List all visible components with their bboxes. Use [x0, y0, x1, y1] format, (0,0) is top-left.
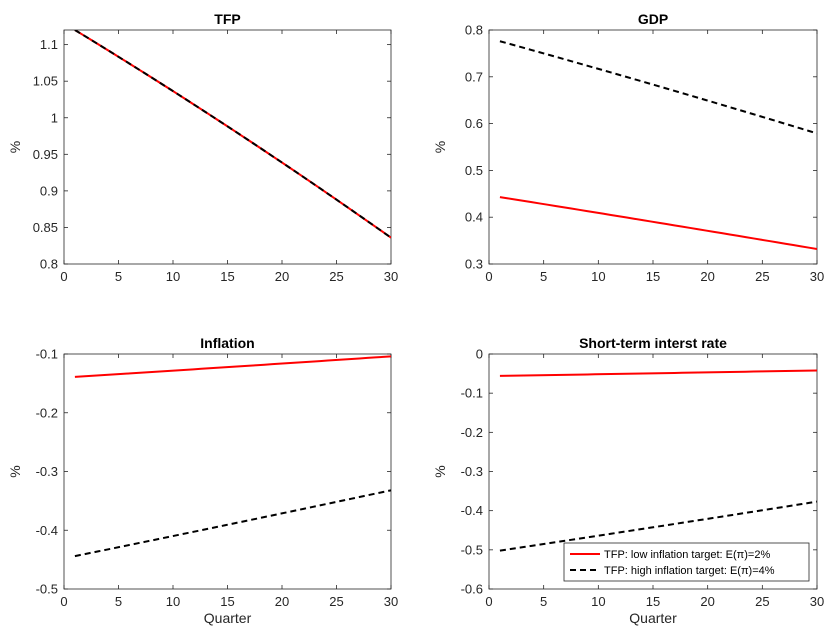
y-tick-label: 0.6: [465, 116, 483, 131]
axes-box: [488, 29, 818, 265]
x-tick-label: 5: [115, 594, 122, 609]
y-tick-label: 0.9: [40, 183, 58, 198]
series-line-2: [74, 30, 391, 239]
y-tick-label: -0.6: [461, 582, 483, 597]
x-tick-label: 30: [810, 269, 824, 284]
y-axis-label: %: [432, 465, 448, 477]
y-tick-label: 1.1: [40, 37, 58, 52]
axes-box: [63, 353, 392, 590]
y-axis-label: %: [7, 465, 23, 477]
y-tick-label: -0.5: [36, 582, 58, 597]
chart-title: TFP: [214, 11, 240, 27]
x-tick-label: 20: [275, 594, 289, 609]
x-tick-label: 15: [220, 594, 234, 609]
x-tick-label: 30: [384, 594, 398, 609]
x-tick-label: 10: [591, 269, 605, 284]
y-tick-label: -0.5: [461, 542, 483, 557]
y-tick-label: -0.3: [461, 464, 483, 479]
x-tick-label: 10: [166, 269, 180, 284]
x-tick-label: 25: [329, 269, 343, 284]
x-tick-label: 25: [329, 594, 343, 609]
y-tick-label: -0.1: [36, 347, 58, 362]
y-tick-label: -0.2: [461, 425, 483, 440]
x-tick-label: 5: [540, 269, 547, 284]
x-tick-label: 30: [810, 594, 824, 609]
subplot-4: 0 5 10 15 20 25 30 -0.6 -0.5 -0.4 -0.3 -0.2 -0.1 0 Sho…: [432, 335, 824, 626]
y-tick-label: -0.1: [461, 386, 483, 401]
y-tick-label: -0.2: [36, 405, 58, 420]
x-tick-label: 15: [646, 594, 660, 609]
y-tick-label: 0.8: [465, 23, 483, 38]
x-tick-label: 30: [384, 269, 398, 284]
y-tick-label: 1.05: [33, 74, 58, 89]
x-tick-label: 20: [700, 594, 714, 609]
y-tick-label: 1: [51, 110, 58, 125]
subplot-3: 0 5 10 15 20 25 30 -0.5 -0.4 -0.3 -0.2 -0.1 Inflatio…: [7, 335, 398, 626]
y-axis-label: %: [432, 141, 448, 153]
series-line-2: [499, 500, 817, 552]
legend-entry: TFP: low inflation target: E(π)=2%: [604, 549, 770, 561]
chart-title: Short-term interst rate: [579, 335, 727, 351]
x-tick-label: 0: [485, 269, 492, 284]
axes-box: [63, 29, 392, 265]
y-tick-label: -0.3: [36, 464, 58, 479]
y-axis-label: %: [7, 141, 23, 153]
x-tick-label: 0: [60, 269, 67, 284]
x-tick-label: 0: [485, 594, 492, 609]
chart-title: Inflation: [200, 335, 254, 351]
x-tick-label: 15: [220, 269, 234, 284]
x-axis-label: Quarter: [204, 610, 252, 626]
x-tick-label: 5: [115, 269, 122, 284]
y-tick-label: 0.3: [465, 257, 483, 272]
series-line-2: [74, 489, 391, 558]
series-line-1: [499, 369, 817, 377]
series-line-1: [499, 196, 817, 251]
y-tick-label: 0.5: [465, 163, 483, 178]
legend-box: [563, 542, 810, 582]
legend: TFP: low inflation target: E(π)=2% TFP: h…: [563, 542, 810, 582]
x-tick-label: 5: [540, 594, 547, 609]
subplot-2: 0 5 10 15 20 25 30 0.3 0.4 0.5 0.6 0.7 0.8 GDP%: [432, 11, 824, 284]
x-tick-label: 10: [591, 594, 605, 609]
y-tick-label: 0.7: [465, 69, 483, 84]
legend-entry: TFP: high inflation target: E(π)=4%: [604, 565, 775, 577]
x-tick-label: 10: [166, 594, 180, 609]
x-axis-label: Quarter: [629, 610, 677, 626]
x-tick-label: 25: [755, 594, 769, 609]
y-tick-label: -0.4: [461, 503, 483, 518]
y-tick-label: 0.85: [33, 220, 58, 235]
x-tick-label: 0: [60, 594, 67, 609]
x-tick-label: 25: [755, 269, 769, 284]
x-tick-label: 20: [275, 269, 289, 284]
chart-title: GDP: [638, 11, 668, 27]
x-tick-label: 20: [700, 269, 714, 284]
y-tick-label: -0.4: [36, 523, 58, 538]
x-tick-label: 15: [646, 269, 660, 284]
series-line-2: [499, 40, 817, 135]
y-tick-label: 0.95: [33, 147, 58, 162]
y-tick-label: 0.4: [465, 210, 483, 225]
y-tick-label: 0: [476, 347, 483, 362]
y-tick-label: 0.8: [40, 257, 58, 272]
series-line-1: [74, 355, 391, 378]
subplot-1: 0 5 10 15 20 25 30 0.8 0.85 0.9 0.95 1 1.05 1.1 TFP%: [7, 11, 398, 284]
